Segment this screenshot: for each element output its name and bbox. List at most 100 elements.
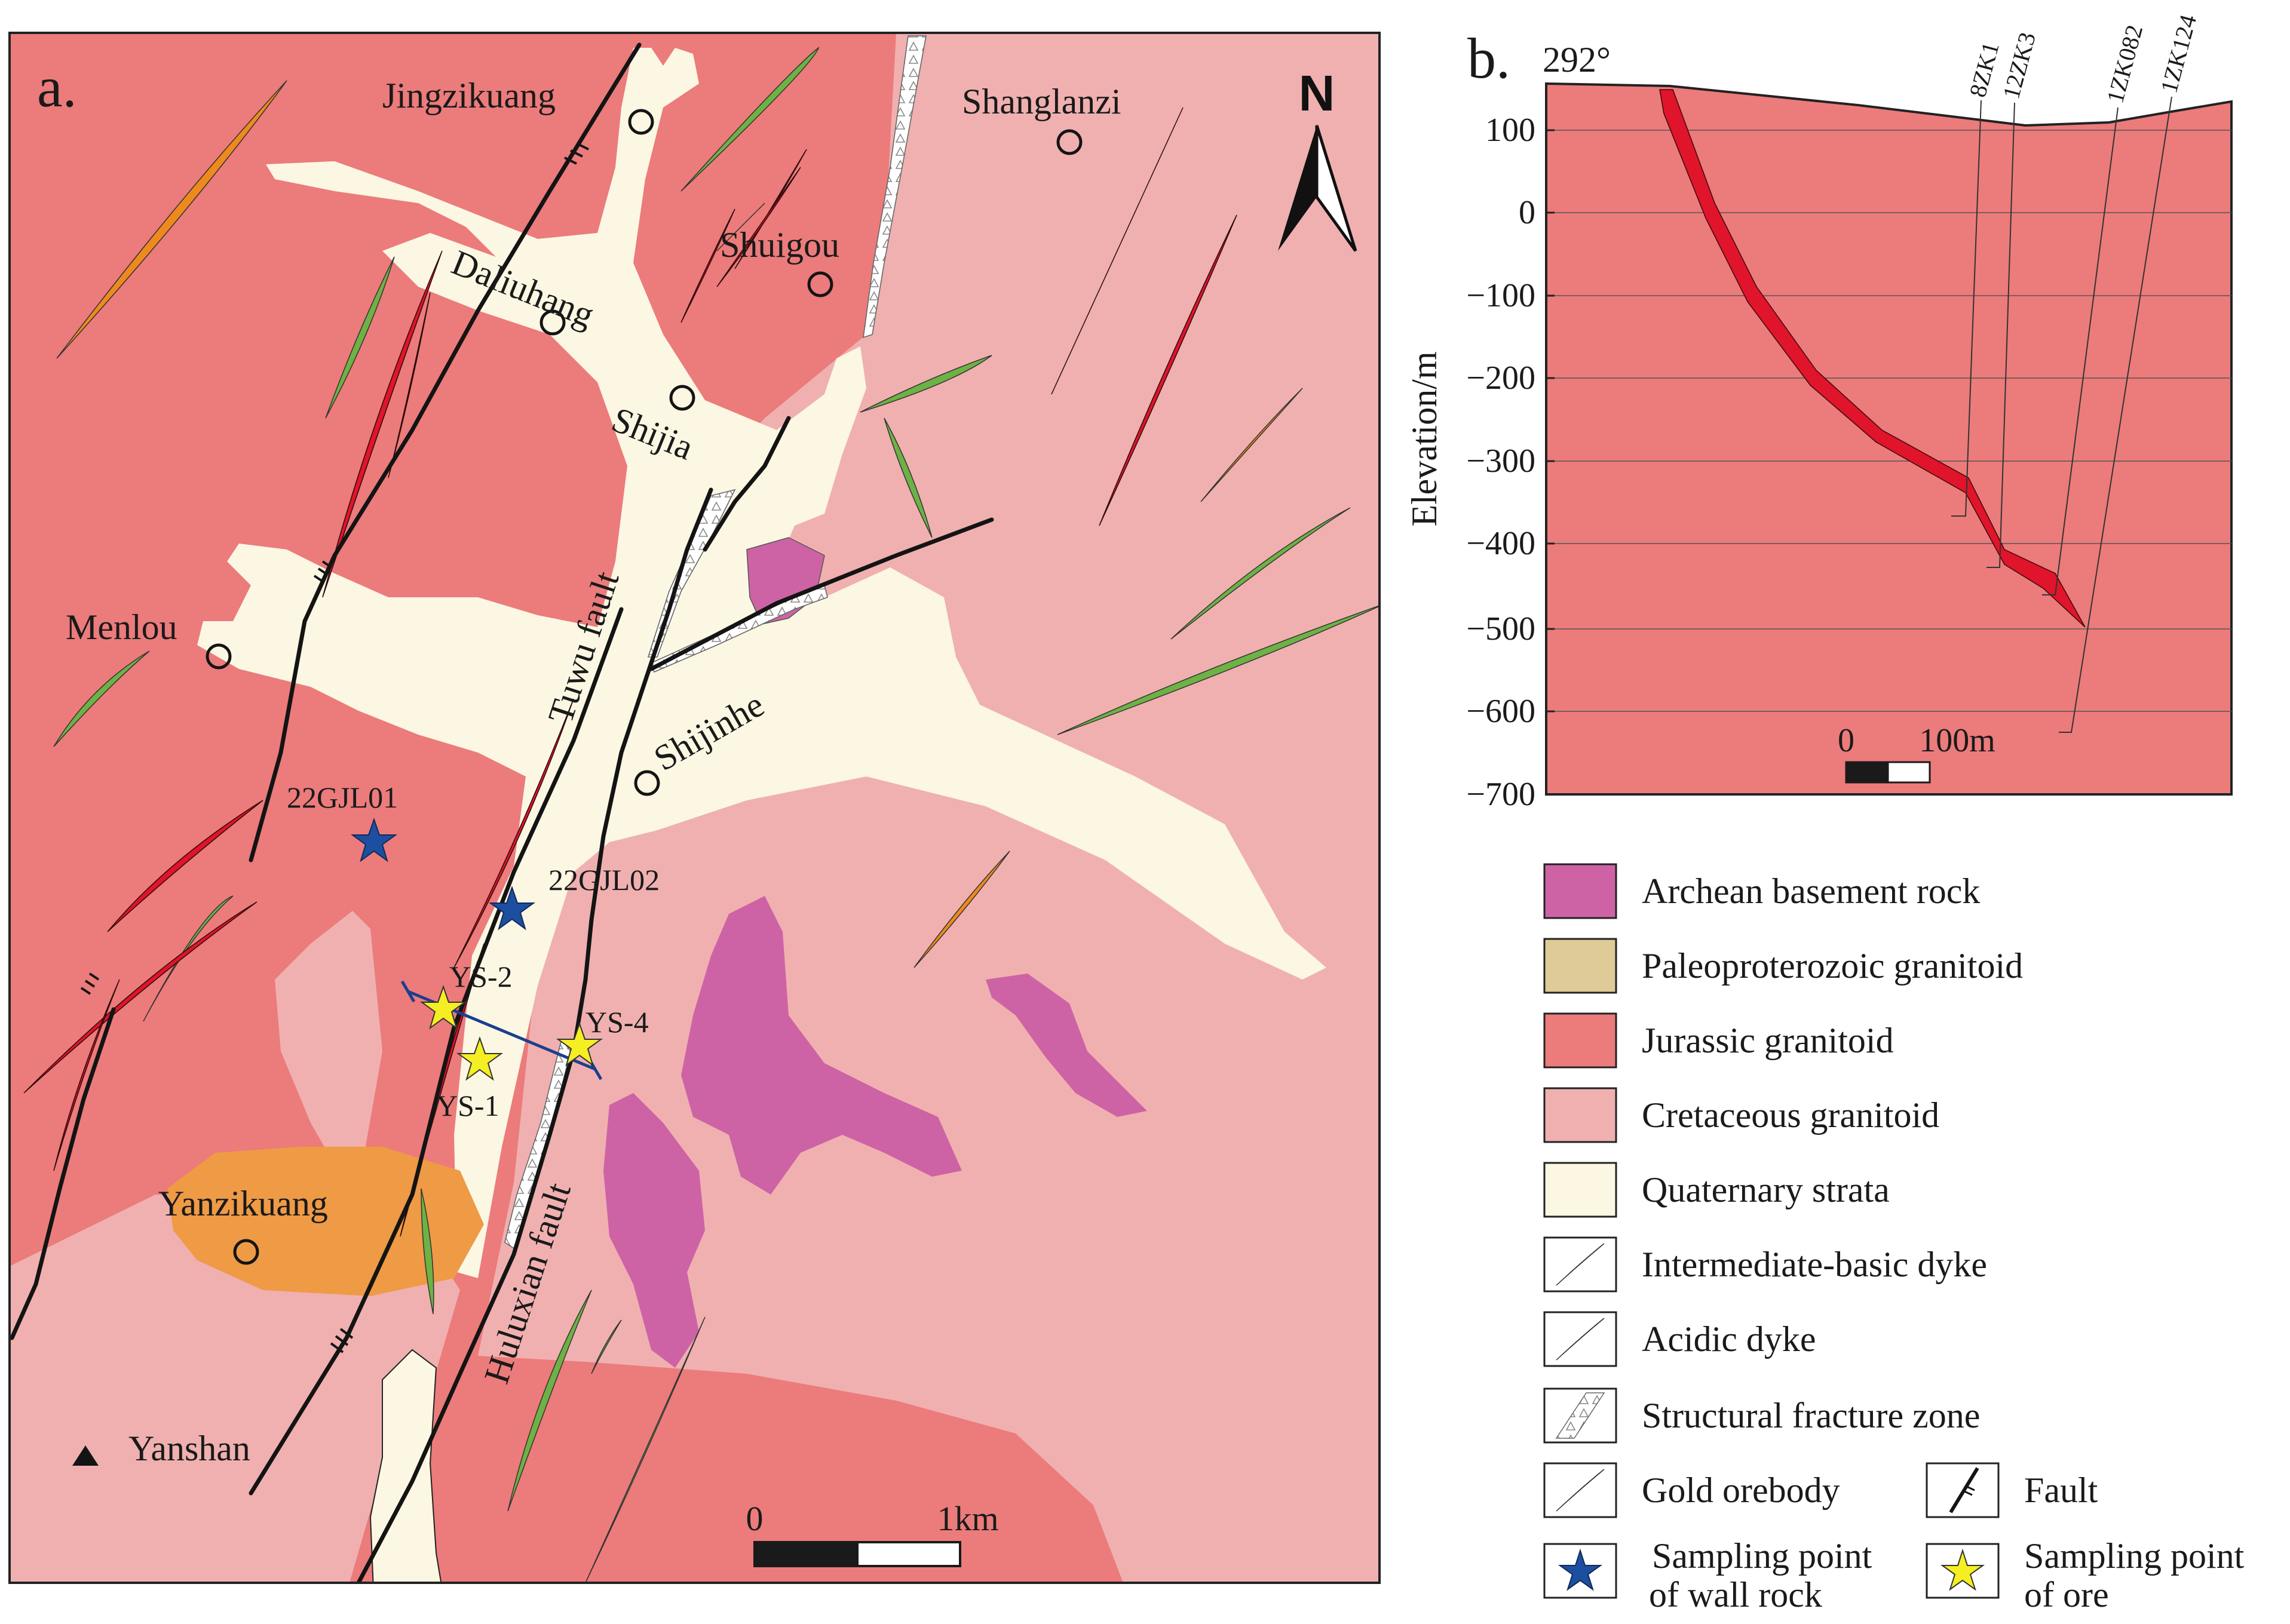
legend-star-yellow: [1940, 1548, 1985, 1591]
yanzikuang-body: [167, 1147, 484, 1296]
legend-swatch-quaternary: [1543, 1162, 1617, 1218]
y-tick-label: −700: [1466, 776, 1535, 813]
ore-samples: [419, 984, 603, 1081]
archean-body-south: [603, 1093, 705, 1368]
legend-swatch-archean: [1543, 863, 1617, 919]
north-label: N: [1299, 65, 1335, 121]
y-tick-label: −500: [1466, 610, 1535, 647]
town-marker-shijia: [669, 385, 695, 411]
cross-section: b. 292° 8ZK1 12ZK3 1ZK082 1ZK124: [1405, 12, 2233, 813]
legend-star-blue: [1558, 1548, 1603, 1591]
y-tick-label: −100: [1466, 277, 1535, 314]
quaternary-strata: [197, 48, 1326, 1278]
peak-marker-yanshan: [72, 1445, 99, 1466]
section-orebody: [1659, 89, 2086, 628]
label-ys-4: YS-4: [585, 1005, 649, 1039]
geologic-map: a. N Jingzikuang Shanglanzi Shuigou Dali…: [8, 32, 1381, 1584]
sample-star-ys-1: [456, 1036, 504, 1081]
town-marker-jingzikuang: [628, 109, 654, 135]
section-gridlines: [1546, 130, 2231, 712]
y-tick-label: 100: [1485, 112, 1535, 149]
label-ys-2: YS-2: [449, 960, 513, 993]
legend-label-fault: Fault: [2024, 1470, 2098, 1510]
section-y-tick-labels: 100 0 −100 −200 −300 −400 −500 −600 −700: [1466, 112, 1535, 813]
wall-rock-samples: [350, 817, 536, 931]
sample-star-22gjl02: [488, 885, 536, 931]
section-scale-zero: 0: [1838, 722, 1854, 759]
sample-star-ys-4: [556, 1021, 603, 1067]
legend-label-orebody: Gold orebody: [1642, 1470, 1840, 1510]
y-tick-label: −400: [1466, 525, 1535, 562]
section-scale-bar: 0 100m: [1838, 722, 1995, 784]
town-marker-yanzikuang: [233, 1239, 259, 1265]
map-frame: [8, 32, 1381, 1584]
label-22gjl02: 22GJL02: [548, 863, 660, 897]
legend-label-jurassic: Jurassic granitoid: [1642, 1021, 1894, 1060]
north-arrow: N: [1278, 65, 1357, 252]
legend-label-mafic-dyke: Intermediate-basic dyke: [1642, 1245, 1987, 1284]
map-scale-zero: 0: [746, 1499, 764, 1538]
archean-body-east: [986, 974, 1147, 1117]
legend-swatch-paleoproterozoic: [1543, 938, 1617, 994]
borehole-label-1zk082: 1ZK082: [2101, 22, 2148, 106]
label-menlou: Menlou: [66, 607, 177, 647]
cretaceous-granitoid-east: [478, 33, 1379, 1583]
legend-label-cretaceous: Cretaceous granitoid: [1642, 1095, 1939, 1135]
boreholes: [1951, 96, 2172, 733]
borehole-label-12zk3: 12ZK3: [1997, 29, 2041, 102]
borehole-labels: 8ZK1 12ZK3 1ZK082 1ZK124: [1964, 12, 2202, 106]
section-bearing: 292°: [1543, 40, 1611, 79]
acidic-dykes: [56, 80, 1303, 968]
map-scale-bar: 0 1km: [746, 1499, 999, 1567]
cretaceous-granitoid-west: [275, 911, 382, 1165]
archean-body-central: [681, 896, 962, 1195]
label-shuigou: Shuigou: [720, 225, 839, 265]
legend-labels: Archean basement rock Paleoproterozoic g…: [1642, 871, 2245, 1614]
legend-label-quaternary: Quaternary strata: [1642, 1170, 1890, 1209]
sample-star-22gjl01: [350, 817, 398, 862]
town-markers: [206, 109, 1083, 1265]
label-shanglanzi: Shanglanzi: [962, 82, 1121, 121]
legend-swatch-cretaceous: [1543, 1087, 1617, 1143]
section-y-axis: [1546, 129, 1555, 713]
gold-orebodies: [23, 107, 1237, 1237]
panel-b-label: b.: [1467, 26, 1510, 90]
y-tick-label: −600: [1466, 693, 1535, 730]
label-ys-1: YS-1: [436, 1089, 499, 1122]
legend-label-acidic-dyke: Acidic dyke: [1642, 1319, 1816, 1359]
sample-labels: 22GJL01 22GJL02 YS-2 YS-1 YS-4: [287, 781, 660, 1122]
y-tick-label: −200: [1466, 360, 1535, 397]
section-y-label: Elevation/m: [1405, 351, 1444, 526]
map-scale-end: 1km: [937, 1499, 998, 1538]
panel-a-label: a.: [37, 55, 77, 119]
legend-label-paleoproterozoic: Paleoproterozoic granitoid: [1642, 946, 2023, 986]
y-tick-label: 0: [1519, 194, 1535, 231]
section-scale-end: 100m: [1919, 722, 1995, 759]
borehole-label-1zk124: 1ZK124: [2155, 12, 2202, 96]
faults: [10, 42, 994, 1583]
legend-swatch-jurassic: [1543, 1012, 1617, 1069]
label-jingzikuang: Jingzikuang: [382, 76, 556, 115]
legend-label-ore-line1: Sampling point: [2024, 1536, 2245, 1576]
label-yanzikuang: Yanzikuang: [158, 1184, 328, 1223]
legend-label-archean: Archean basement rock: [1642, 871, 1980, 911]
legend-label-fracture: Structural fracture zone: [1642, 1396, 1980, 1435]
legend-label-ore-line2: of ore: [2024, 1575, 2109, 1614]
legend-label-wall-line1: Sampling point: [1652, 1536, 1872, 1576]
fracture-zone-north: [863, 35, 927, 339]
y-tick-label: −300: [1466, 443, 1535, 480]
label-22gjl01: 22GJL01: [287, 781, 398, 814]
label-yanshan: Yanshan: [128, 1429, 250, 1468]
town-marker-daliuhang: [539, 309, 566, 336]
town-marker-shijinhe: [634, 770, 660, 796]
fault-dip-ticks: [80, 142, 589, 1353]
sample-star-ys-2: [419, 984, 467, 1030]
town-marker-shanglanzi: [1056, 129, 1083, 155]
intermediate-basic-dykes: [53, 46, 1379, 1583]
legend: Archean basement rock Paleoproterozoic g…: [1543, 863, 2245, 1614]
legend-label-wall-line2: of wall rock: [1649, 1575, 1822, 1614]
north-arrow-icon: [1278, 125, 1317, 251]
town-marker-shuigou: [807, 271, 833, 297]
town-marker-menlou: [206, 643, 232, 670]
